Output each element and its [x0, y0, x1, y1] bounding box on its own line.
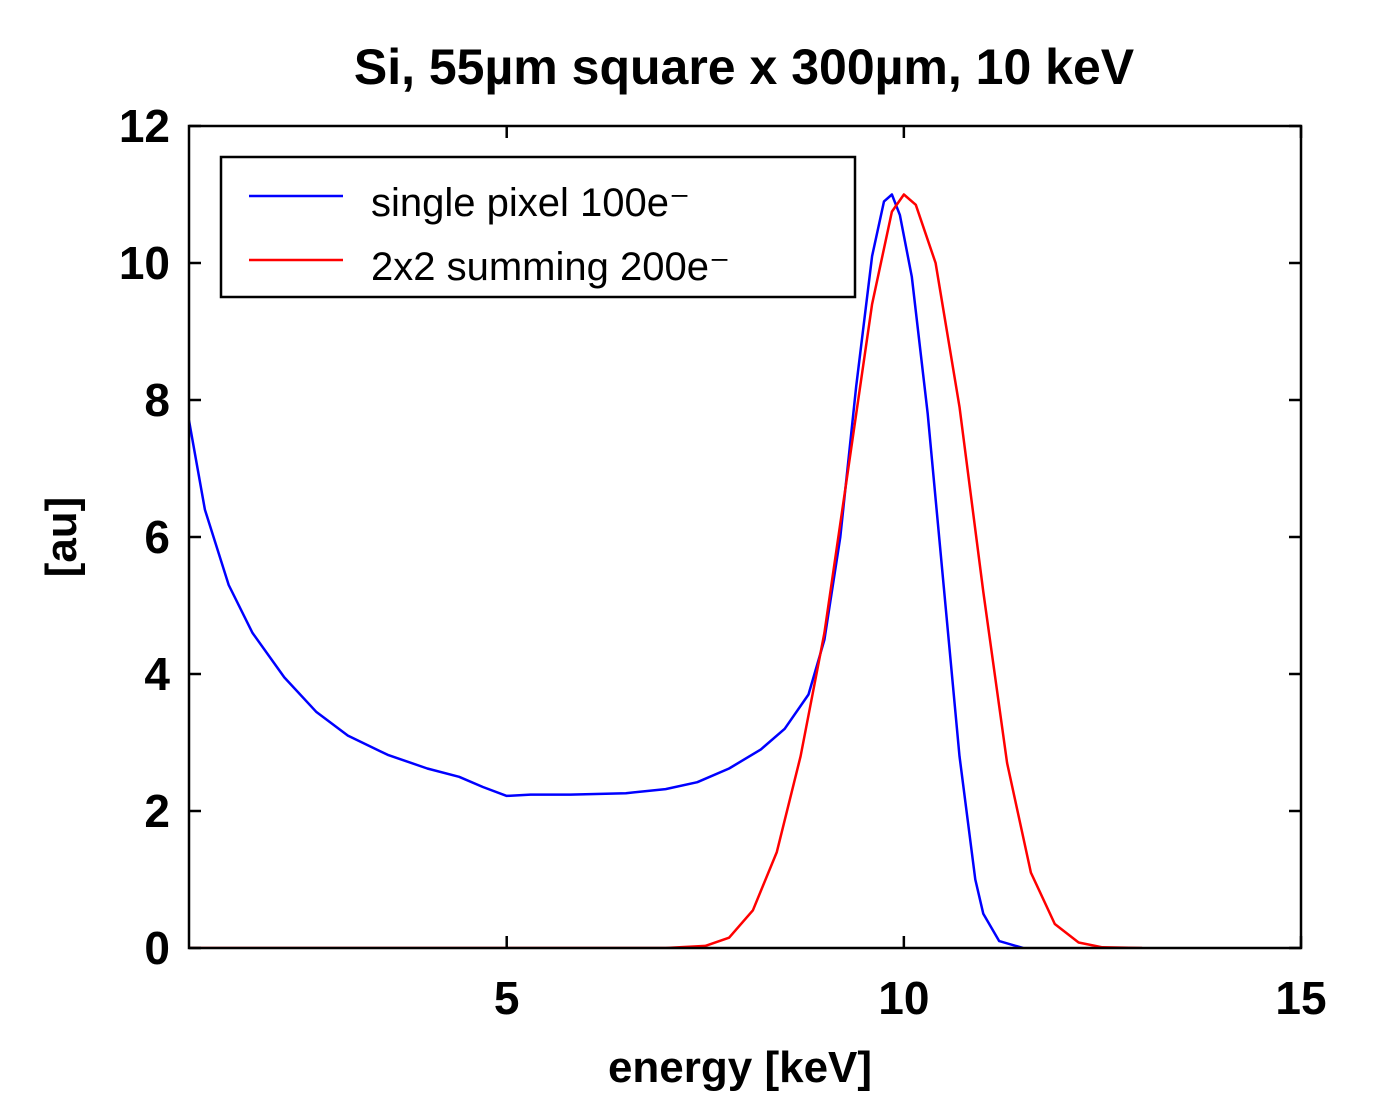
y-tick-label: 2 [144, 785, 170, 837]
series-line-single-pixel [189, 193, 1024, 948]
y-tick-label: 6 [144, 511, 170, 563]
legend-box [219, 155, 857, 299]
x-axis-label: energy [keV] [608, 1043, 872, 1092]
y-axis-label: [au] [37, 497, 86, 578]
x-tick-label: 5 [494, 972, 520, 1024]
ticks-layer: 5 10 15 0 2 4 6 8 10 12 [119, 100, 1327, 1024]
x-tick-label: 15 [1275, 972, 1326, 1024]
legend-label-single-pixel: single pixel 100e⁻ [371, 181, 690, 225]
y-tick-label: 10 [119, 237, 170, 289]
legend-label-2x2-summing: 2x2 summing 200e⁻ [371, 245, 730, 289]
legend: single pixel 100e⁻ 2x2 summing 200e⁻ [219, 155, 857, 299]
y-tick-label: 0 [144, 922, 170, 974]
x-tick-label: 10 [878, 972, 929, 1024]
y-tick-label: 12 [119, 100, 170, 152]
chart-title: Si, 55µm square x 300µm, 10 keV [354, 39, 1135, 95]
y-tick-label: 4 [144, 648, 170, 700]
series-layer [189, 193, 1143, 948]
plot-area [189, 193, 1143, 948]
series-line-2x2-summing [189, 193, 1143, 948]
y-tick-label: 8 [144, 374, 170, 426]
